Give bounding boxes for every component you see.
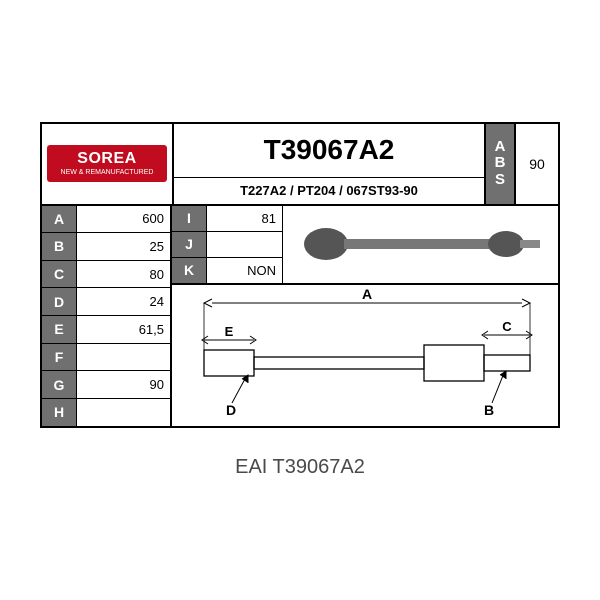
spec-key: G: [42, 371, 77, 398]
brand-name: SOREA: [77, 150, 136, 167]
spec-row: C80: [42, 261, 170, 289]
abs-a: A: [495, 139, 506, 156]
spec-row: E61,5: [42, 316, 170, 344]
spec-val: 90: [77, 371, 170, 398]
dim-a: A: [362, 286, 372, 302]
brand-cell: SOREA NEW & REMANUFACTURED: [42, 124, 174, 204]
dim-b: B: [484, 402, 494, 418]
spec-key: B: [42, 233, 77, 260]
spec-val: [77, 344, 170, 371]
spec-val: 24: [77, 288, 170, 315]
caption: EAI T39067A2: [235, 456, 365, 479]
abs-s: S: [495, 172, 505, 189]
spec-row: H: [42, 399, 170, 426]
spec-key: A: [42, 206, 77, 233]
dim-c: C: [502, 319, 512, 334]
spec-row: F: [42, 344, 170, 372]
mini-table: I81 J KNON: [172, 206, 558, 285]
content-area: I81 J KNON: [172, 206, 558, 426]
header-row: SOREA NEW & REMANUFACTURED T39067A2 T227…: [42, 124, 558, 206]
mini-row: J: [172, 232, 282, 258]
mini-key: I: [172, 206, 207, 231]
dim-e: E: [225, 324, 234, 339]
cross-refs: T227A2 / PT204 / 067ST93-90: [174, 178, 484, 204]
product-photo: [283, 206, 558, 283]
spec-row: G90: [42, 371, 170, 399]
spec-val: [77, 399, 170, 426]
mini-val: NON: [207, 258, 282, 283]
spec-card: SOREA NEW & REMANUFACTURED T39067A2 T227…: [40, 122, 560, 428]
title-cell: T39067A2 T227A2 / PT204 / 067ST93-90: [174, 124, 486, 204]
spec-row: D24: [42, 288, 170, 316]
spec-val: 25: [77, 233, 170, 260]
spec-val: 80: [77, 261, 170, 288]
spec-table-left: A600 B25 C80 D24 E61,5 F G90 H: [42, 206, 172, 426]
spec-key: H: [42, 399, 77, 426]
dim-d: D: [226, 402, 236, 418]
mini-row: I81: [172, 206, 282, 232]
abs-value: 90: [516, 124, 558, 204]
spec-row: B25: [42, 233, 170, 261]
abs-label: A B S: [486, 124, 516, 204]
driveshaft-photo-icon: [296, 214, 546, 274]
spec-key: C: [42, 261, 77, 288]
mini-key: J: [172, 232, 207, 257]
part-number: T39067A2: [174, 124, 484, 178]
brand-tag: NEW & REMANUFACTURED: [61, 169, 154, 176]
mini-val: 81: [207, 206, 282, 231]
brand-logo: SOREA NEW & REMANUFACTURED: [47, 145, 168, 182]
dimension-diagram: A E C: [172, 285, 558, 426]
body-row: A600 B25 C80 D24 E61,5 F G90 H I81 J KNO…: [42, 206, 558, 426]
spec-val: 61,5: [77, 316, 170, 343]
spec-key: F: [42, 344, 77, 371]
spec-key: D: [42, 288, 77, 315]
mini-key: K: [172, 258, 207, 283]
diagram-svg: A E C: [172, 285, 558, 421]
spec-row: A600: [42, 206, 170, 234]
mini-row: KNON: [172, 258, 282, 283]
spec-val: 600: [77, 206, 170, 233]
mini-val: [207, 232, 282, 257]
spec-key: E: [42, 316, 77, 343]
mini-col: I81 J KNON: [172, 206, 283, 283]
abs-b: B: [495, 155, 506, 172]
